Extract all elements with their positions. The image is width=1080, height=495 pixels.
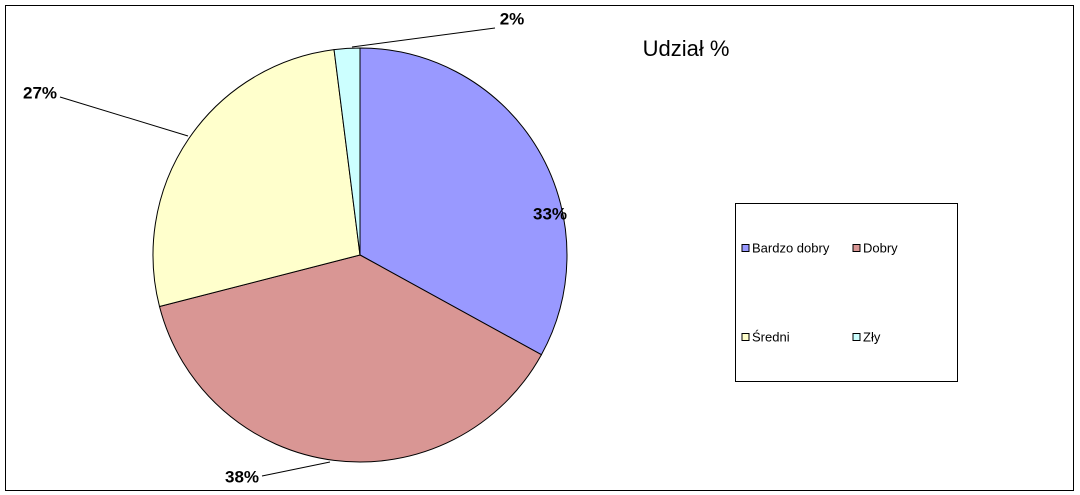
chart-title: Udział % [643, 36, 730, 61]
leader-line [351, 27, 496, 48]
pie-slice [359, 47, 568, 356]
data-label: 2% [500, 9, 525, 28]
pie-slice [333, 47, 361, 256]
legend-label: Zły [863, 329, 881, 344]
data-label: 38% [225, 467, 259, 486]
legend-label: Średni [752, 329, 790, 344]
pie-slice [158, 254, 543, 463]
data-label: 33% [533, 204, 567, 223]
legend-swatch [852, 244, 861, 252]
legend-swatch [741, 244, 750, 252]
pie-slice [152, 49, 361, 308]
legend-label: Dobry [863, 240, 898, 255]
legend-box [735, 203, 958, 382]
legend-label: Bardzo dobry [752, 240, 830, 255]
leader-line [261, 461, 331, 477]
leader-line [59, 96, 189, 137]
legend-swatch [741, 333, 750, 341]
data-label: 27% [23, 83, 57, 102]
legend-swatch [852, 333, 861, 341]
